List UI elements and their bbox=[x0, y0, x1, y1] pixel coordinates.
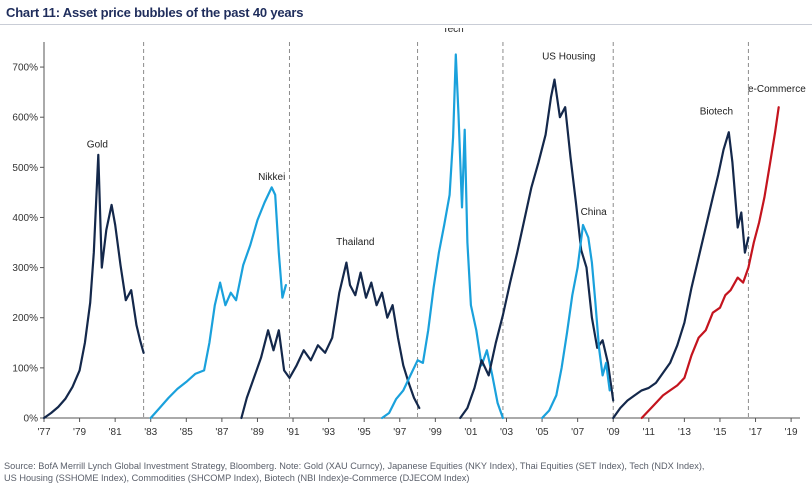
series-label-e-commerce: e-Commerce bbox=[748, 84, 806, 95]
series-line-gold bbox=[42, 153, 145, 420]
y-tick-label-7: 700% bbox=[12, 63, 38, 74]
series-line-tech bbox=[380, 53, 504, 420]
series-label-thailand: Thailand bbox=[336, 237, 374, 248]
series-label-gold: Gold bbox=[87, 139, 108, 150]
source-line-2: US Housing (SSHOME Index), Commodities (… bbox=[4, 473, 470, 483]
series-line-biotech bbox=[612, 131, 750, 420]
y-tick-label-6: 600% bbox=[12, 113, 38, 124]
series-line-e-commerce bbox=[640, 106, 780, 420]
source-line-1: Source: BofA Merrill Lynch Global Invest… bbox=[4, 461, 705, 471]
x-tick-label-3: '83 bbox=[144, 427, 157, 438]
x-tick-label-2: '81 bbox=[109, 427, 122, 438]
x-tick-label-21: '19 bbox=[785, 427, 798, 438]
y-tick-label-5: 500% bbox=[12, 163, 38, 174]
y-tick-label-4: 400% bbox=[12, 213, 38, 224]
x-tick-label-7: '91 bbox=[287, 427, 300, 438]
x-tick-label-6: '89 bbox=[251, 427, 264, 438]
x-tick-label-11: '99 bbox=[429, 427, 442, 438]
x-tick-label-0: '77 bbox=[37, 427, 50, 438]
x-tick-label-17: '11 bbox=[643, 427, 656, 438]
x-tick-label-20: '17 bbox=[749, 427, 762, 438]
x-tick-label-13: '03 bbox=[500, 427, 513, 438]
source-note: Source: BofA Merrill Lynch Global Invest… bbox=[4, 460, 810, 484]
y-tick-label-2: 200% bbox=[12, 313, 38, 324]
x-tick-label-4: '85 bbox=[180, 427, 193, 438]
asset-bubbles-chart: 0% 100% 200% 300% 400% 500% 600% 700% '77 '79 '81 '… bbox=[12, 28, 806, 438]
x-tick-label-12: '01 bbox=[464, 427, 477, 438]
series-label-nikkei: Nikkei bbox=[258, 172, 285, 183]
x-tick-label-19: '15 bbox=[713, 427, 726, 438]
series-line-us-housing bbox=[459, 78, 615, 420]
x-tick-label-18: '13 bbox=[678, 427, 691, 438]
y-tick-label-0: 0% bbox=[24, 414, 39, 425]
series-line-thailand bbox=[240, 261, 421, 420]
x-tick-label-5: '87 bbox=[215, 427, 228, 438]
x-tick-label-16: '09 bbox=[607, 427, 620, 438]
series-label-us-housing: US Housing bbox=[542, 52, 595, 63]
y-tick-label-1: 100% bbox=[12, 363, 38, 374]
x-tick-label-1: '79 bbox=[73, 427, 86, 438]
x-tick-label-15: '07 bbox=[571, 427, 584, 438]
title-divider bbox=[0, 24, 812, 25]
chart-title: Chart 11: Asset price bubbles of the pas… bbox=[6, 5, 304, 20]
y-tick-label-3: 300% bbox=[12, 263, 38, 274]
series-label-china: China bbox=[581, 207, 608, 218]
series-label-tech: Tech bbox=[443, 28, 464, 35]
x-tick-label-14: '05 bbox=[536, 427, 549, 438]
x-tick-label-8: '93 bbox=[322, 427, 335, 438]
series-line-nikkei bbox=[149, 186, 287, 420]
series-label-biotech: Biotech bbox=[700, 107, 733, 118]
x-tick-label-10: '97 bbox=[393, 427, 406, 438]
series-line-china bbox=[541, 223, 611, 420]
x-tick-label-9: '95 bbox=[358, 427, 371, 438]
